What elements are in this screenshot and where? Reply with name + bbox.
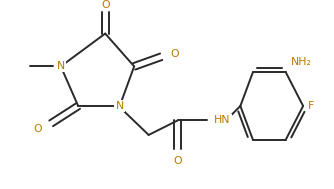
Text: HN: HN xyxy=(214,115,231,125)
Text: N: N xyxy=(116,101,124,111)
Text: N: N xyxy=(57,61,65,71)
Text: O: O xyxy=(173,156,182,166)
Text: O: O xyxy=(33,124,42,134)
Text: NH₂: NH₂ xyxy=(291,57,311,67)
Text: O: O xyxy=(101,0,110,10)
Text: F: F xyxy=(308,101,314,111)
Text: O: O xyxy=(170,49,179,59)
